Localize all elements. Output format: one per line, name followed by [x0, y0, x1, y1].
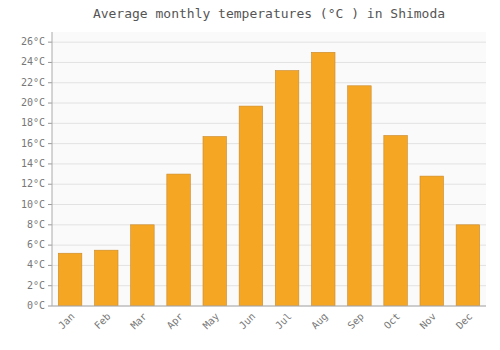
bar: [384, 136, 408, 306]
y-tick-label: 22°C: [21, 77, 45, 88]
grid-line: [52, 103, 486, 104]
x-tick-label: Aug: [309, 311, 330, 332]
y-tick: [48, 204, 52, 205]
bar: [420, 176, 444, 306]
y-tick: [48, 103, 52, 104]
bar: [275, 71, 299, 306]
grid-line: [52, 123, 486, 124]
bar: [167, 174, 191, 306]
bar: [58, 253, 82, 306]
grid-line: [52, 143, 486, 144]
bar: [456, 225, 480, 306]
y-tick-label: 0°C: [27, 300, 45, 311]
grid-line: [52, 62, 486, 63]
y-tick-label: 4°C: [27, 259, 45, 270]
y-tick: [48, 224, 52, 225]
chart: 0°C 2°C 4°C 6°C 8°C 10°C 12°C 14°C 16°C 18°C 20°C 2…: [0, 0, 500, 350]
y-tick-label: 18°C: [21, 117, 45, 128]
y-tick-label: 10°C: [21, 199, 45, 210]
bars: [58, 52, 479, 306]
y-tick: [48, 285, 52, 286]
x-tick-label: Jan: [56, 311, 77, 332]
y-grid: [52, 42, 486, 306]
grid-line: [52, 163, 486, 164]
bar: [94, 250, 118, 306]
y-tick-label: 14°C: [21, 158, 45, 169]
x-tick-label: Jul: [273, 311, 294, 332]
x-tick-label: Mar: [128, 311, 149, 332]
y-tick-label: 26°C: [21, 36, 45, 47]
y-tick: [48, 306, 52, 307]
y-tick: [48, 42, 52, 43]
y-tick-label: 12°C: [21, 178, 45, 189]
x-tick-label: Feb: [92, 311, 113, 332]
x-tick-label: May: [201, 311, 222, 332]
grid-line: [52, 42, 486, 43]
y-axis-line: [52, 32, 53, 306]
y-tick-label: 20°C: [21, 97, 45, 108]
y-tick: [48, 82, 52, 83]
x-tick-label: Jun: [237, 311, 258, 332]
y-tick-label: 16°C: [21, 138, 45, 149]
y-tick-label: 24°C: [21, 56, 45, 67]
y-tick: [48, 163, 52, 164]
x-tick-label: Sep: [345, 311, 366, 332]
x-ticks: Jan Feb Mar Apr May Jun Jul Aug Sep Oct Nov Dec: [56, 311, 474, 332]
y-tick: [48, 123, 52, 124]
bar: [203, 137, 227, 306]
y-tick: [48, 62, 52, 63]
x-tick-label: Nov: [418, 311, 439, 332]
y-tick-label: 2°C: [27, 280, 45, 291]
bar: [131, 225, 155, 306]
title: Average monthly temperatures (°C ) in Sh…: [93, 6, 445, 21]
bar: [239, 106, 263, 306]
x-tick-label: Oct: [382, 311, 403, 332]
y-tick: [48, 184, 52, 185]
y-tick: [48, 265, 52, 266]
grid-line: [52, 306, 486, 307]
y-tick: [48, 143, 52, 144]
grid-line: [52, 82, 486, 83]
y-tick-label: 6°C: [27, 239, 45, 250]
plot-background: [52, 32, 486, 306]
x-tick-label: Dec: [454, 311, 475, 332]
y-tick-label: 8°C: [27, 219, 45, 230]
bar: [348, 86, 372, 306]
y-ticks: 0°C 2°C 4°C 6°C 8°C 10°C 12°C 14°C 16°C 18°C 20°C 2…: [21, 36, 52, 311]
x-axis-line: [52, 306, 486, 307]
bar: [311, 52, 335, 306]
x-tick-label: Apr: [165, 311, 186, 332]
y-tick: [48, 245, 52, 246]
